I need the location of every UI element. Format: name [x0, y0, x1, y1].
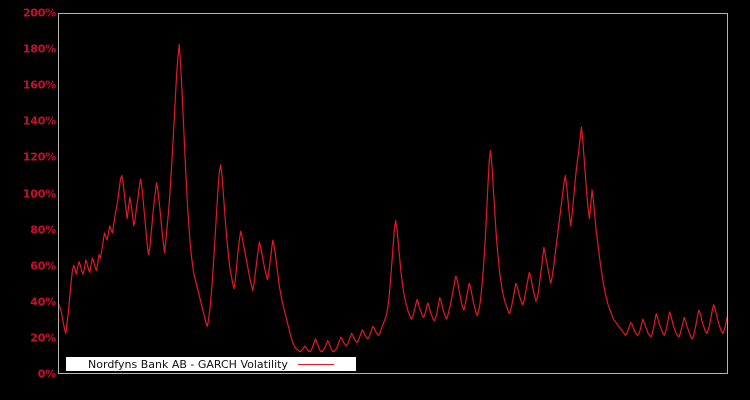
y-axis-tick-60: 60% — [30, 259, 56, 273]
y-axis-tick-100: 100% — [22, 187, 56, 200]
y-axis-tick-labels: 200% 180% 160% 140% 120% 100% 80% 60% 40% 20% 0% — [0, 0, 56, 400]
y-axis-tick-0: 0% — [37, 367, 56, 381]
legend-line-swatch — [297, 363, 334, 365]
volatility-line-series — [59, 43, 727, 353]
y-axis-tick-20: 20% — [30, 331, 56, 345]
y-axis-tick-40: 40% — [30, 295, 56, 309]
legend-label: Nordfyns Bank AB - GARCH Volatility — [88, 357, 288, 371]
series-polyline — [59, 43, 727, 353]
y-axis-tick-160: 160% — [22, 78, 56, 92]
chart-legend: Nordfyns Bank AB - GARCH Volatility — [66, 357, 356, 371]
y-axis-tick-80: 80% — [30, 223, 56, 237]
y-axis-tick-180: 180% — [22, 42, 56, 56]
plot-area — [58, 13, 728, 374]
y-axis-tick-200: 200% — [22, 6, 56, 20]
y-axis-tick-140: 140% — [22, 114, 56, 128]
y-axis-tick-120: 120% — [22, 150, 56, 164]
